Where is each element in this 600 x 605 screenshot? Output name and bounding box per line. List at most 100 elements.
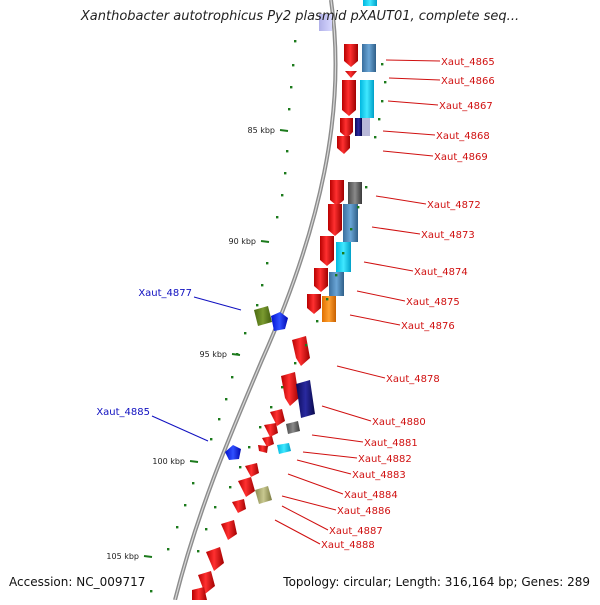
tick-dot — [374, 136, 377, 139]
tick-dot — [384, 81, 387, 84]
kbp-tick — [260, 240, 270, 243]
tick-dot — [357, 206, 360, 209]
gene-box — [254, 306, 272, 326]
gene-label: Xaut_4872 — [427, 200, 481, 211]
tick-dot — [214, 506, 217, 509]
leader-line — [382, 130, 436, 136]
gene-arrow — [337, 136, 350, 154]
tick-dot — [381, 100, 384, 103]
leader-line — [388, 77, 441, 81]
gene-arrow — [192, 587, 207, 600]
gene-label: Xaut_4885 — [96, 407, 150, 418]
kbp-tick — [231, 353, 241, 356]
gene-box — [348, 182, 362, 204]
gene-label: Xaut_4867 — [439, 101, 493, 112]
gene-box — [329, 272, 344, 296]
gene-label: Xaut_4876 — [401, 321, 455, 332]
leader-line — [281, 495, 337, 511]
gene-label: Xaut_4878 — [386, 374, 440, 385]
gene-box — [255, 486, 272, 504]
tick-dot — [284, 172, 287, 175]
kbp-tick — [279, 129, 289, 132]
leader-line — [281, 505, 329, 531]
tick-dot — [326, 298, 329, 301]
gene-label: Xaut_4887 — [329, 526, 383, 537]
leader-line — [382, 150, 434, 157]
gene-label: Xaut_4866 — [441, 76, 495, 87]
tick-dot — [342, 252, 345, 255]
tick-dot — [335, 274, 338, 277]
gene-box — [271, 312, 288, 331]
gene-label: Xaut_4888 — [321, 540, 375, 551]
tick-dot — [150, 590, 153, 593]
leader-line — [296, 459, 352, 475]
tick-dot — [270, 406, 273, 409]
gene-label: Xaut_4880 — [372, 417, 426, 428]
accession-label: Accession: — [9, 575, 73, 589]
leader-line — [349, 314, 401, 326]
tick-dot — [192, 482, 195, 485]
gene-box — [355, 118, 362, 136]
tick-dot — [176, 526, 179, 529]
tick-dot — [276, 216, 279, 219]
gene-arrow — [262, 436, 274, 447]
gene-arrow — [281, 372, 299, 406]
gene-label: Xaut_4868 — [436, 131, 490, 142]
leader-line — [336, 365, 386, 379]
tick-dot — [292, 64, 295, 67]
tick-dot — [259, 426, 262, 429]
tick-dot — [231, 376, 234, 379]
kbp-label: 85 kbp — [247, 126, 275, 135]
tick-dot — [381, 63, 384, 66]
tick-dot — [184, 504, 187, 507]
tick-dot — [286, 150, 289, 153]
leader-line — [311, 434, 364, 443]
tick-dot — [244, 332, 247, 335]
tick-dot — [256, 304, 259, 307]
tick-dot — [305, 344, 308, 347]
gene-box — [362, 44, 376, 72]
gene-arrow — [206, 547, 224, 571]
tick-dot — [294, 362, 297, 365]
gene-box — [296, 380, 315, 418]
leader-line — [387, 100, 439, 106]
tick-dot — [248, 446, 251, 449]
gene-arrow — [238, 477, 255, 497]
gene-arrow — [258, 445, 268, 453]
gene-box — [277, 443, 291, 454]
kbp-tick — [189, 460, 199, 463]
accession-number: NC_009717 — [76, 575, 146, 589]
gene-box — [362, 118, 370, 136]
gene-arrow — [342, 80, 356, 116]
tick-dot — [218, 418, 221, 421]
gene-arrow — [221, 520, 237, 540]
gene-arrow — [198, 571, 215, 594]
plasmid-backbone-highlight — [174, 0, 337, 601]
accession-info: Accession: NC_009717 — [9, 575, 145, 589]
gene-arrow — [292, 336, 310, 366]
leader-line — [371, 226, 421, 235]
topology-info: Topology: circular; Length: 316,164 bp; … — [283, 575, 590, 589]
gene-label: Xaut_4869 — [434, 152, 488, 163]
gene-label: Xaut_4873 — [421, 230, 475, 241]
gene-label: Xaut_4875 — [406, 297, 460, 308]
leader-line — [321, 405, 372, 422]
gene-arrow — [264, 423, 278, 437]
gene-arrow — [328, 204, 342, 236]
tick-dot — [281, 194, 284, 197]
tick-dot — [225, 398, 228, 401]
tick-dot — [266, 262, 269, 265]
gene-labels: Xaut_4865 Xaut_4866 Xaut_4867 Xaut_4868 Xaut… — [96, 57, 494, 551]
leader-line — [302, 451, 358, 459]
gene-arrow — [307, 294, 321, 314]
gene-box — [225, 445, 241, 460]
kbp-label: 90 kbp — [228, 237, 256, 246]
leader-line — [193, 296, 242, 311]
tick-dot — [261, 284, 264, 287]
gene-label: Xaut_4882 — [358, 454, 412, 465]
gene-arrow — [270, 409, 285, 426]
gene-arrow — [232, 499, 246, 513]
kbp-tick — [143, 555, 153, 558]
